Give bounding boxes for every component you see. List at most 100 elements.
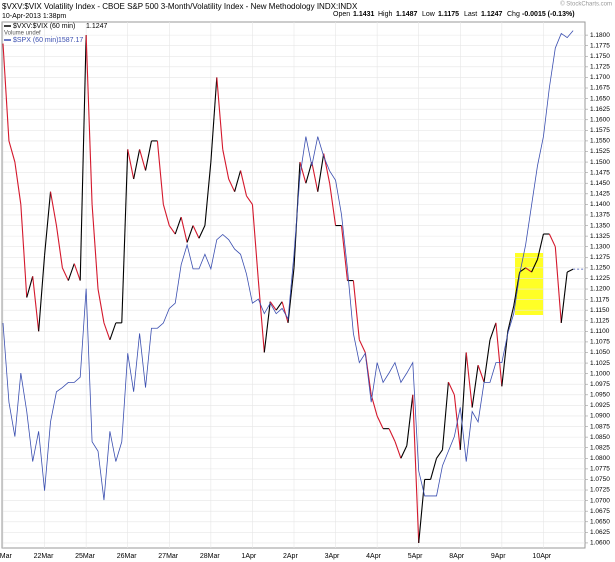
line-segment xyxy=(174,216,182,235)
y-tick-label: 1.1375 xyxy=(590,212,610,219)
line-segment xyxy=(20,204,28,298)
quote-value: 1.1431 xyxy=(353,11,375,18)
y-tick-label: 1.0825 xyxy=(590,444,610,451)
line-segment xyxy=(210,77,218,163)
y-tick-label: 1.1550 xyxy=(590,138,610,145)
line-segment xyxy=(501,331,509,387)
quote-label: High xyxy=(378,11,393,18)
line-segment xyxy=(376,415,384,429)
line-segment xyxy=(447,381,455,396)
y-tick-label: 1.1500 xyxy=(590,159,610,166)
line-segment xyxy=(251,204,259,281)
line-segment xyxy=(204,162,212,226)
y-tick-label: 1.1450 xyxy=(590,180,610,187)
line-segment xyxy=(489,322,497,340)
quote-value: 1.1175 xyxy=(438,11,459,18)
y-tick-label: 1.0725 xyxy=(590,487,610,494)
chart-title: $VXV:$VIX Volatility Index - CBOE S&P 50… xyxy=(2,2,358,11)
line-segment xyxy=(85,35,93,205)
y-tick-label: 1.1625 xyxy=(590,106,610,113)
line-segment xyxy=(73,263,81,281)
line-segment xyxy=(548,233,556,247)
x-tick-label: 5Apr xyxy=(408,553,423,560)
line-segment xyxy=(127,149,135,180)
line-segment xyxy=(26,276,34,298)
legend-label: $VXV:$VIX (60 min) xyxy=(13,23,75,30)
line-segment xyxy=(144,140,153,171)
y-tick-label: 1.0900 xyxy=(590,413,610,420)
line-segment xyxy=(139,149,147,171)
line-segment xyxy=(234,170,242,192)
y-tick-label: 1.0925 xyxy=(590,402,610,409)
quote-value: 1.1247 xyxy=(481,11,503,18)
y-tick-label: 1.1025 xyxy=(590,360,610,367)
line-segment xyxy=(495,322,503,387)
y-tick-label: 1.1700 xyxy=(590,74,610,81)
x-tick-label: 2Apr xyxy=(283,553,298,560)
y-tick-label: 1.1075 xyxy=(590,339,610,346)
y-tick-label: 1.1275 xyxy=(590,254,610,261)
line-segment xyxy=(222,149,230,180)
y-tick-label: 1.0600 xyxy=(590,540,610,547)
line-segment xyxy=(216,77,224,150)
y-tick-label: 1.1775 xyxy=(590,42,610,49)
y-tick-label: 1.0975 xyxy=(590,381,610,388)
line-segment xyxy=(2,43,10,141)
legend-value: 1.1247 xyxy=(86,23,108,30)
line-segment xyxy=(388,428,396,442)
x-tick-label: 4Apr xyxy=(366,553,381,560)
line-segment xyxy=(109,322,117,340)
y-tick-label: 1.1200 xyxy=(590,286,610,293)
y-tick-label: 1.0750 xyxy=(590,476,610,483)
y-tick-label: 1.0950 xyxy=(590,392,610,399)
marks xyxy=(2,30,585,543)
line-segment xyxy=(566,268,574,273)
line-segment xyxy=(8,140,16,163)
y-tick-label: 1.1325 xyxy=(590,233,610,240)
line-segment xyxy=(483,339,491,383)
line-segment xyxy=(121,149,129,323)
line-segment xyxy=(281,301,289,324)
y-tick-label: 1.0625 xyxy=(590,529,610,536)
y-tick-label: 1.1350 xyxy=(590,222,610,229)
y-tick-label: 1.1000 xyxy=(590,370,610,377)
chart-date: 10-Apr-2013 1:38pm xyxy=(2,13,66,20)
line-segment xyxy=(133,149,141,180)
line-segment xyxy=(436,449,443,459)
y-tick-label: 1.0850 xyxy=(590,434,610,441)
quote-label: Chg xyxy=(507,11,520,18)
y-tick-label: 1.1250 xyxy=(590,265,610,272)
line-segment xyxy=(305,161,313,184)
line-segment xyxy=(263,301,271,353)
line-segment xyxy=(477,365,485,383)
y-tick-label: 1.1575 xyxy=(590,127,610,134)
line-segment xyxy=(186,225,194,243)
x-tick-label: 3Apr xyxy=(325,553,340,560)
line-segment xyxy=(394,441,402,459)
line-segment xyxy=(192,225,200,239)
legend: $VXV:$VIX (60 min) 1.1247 Volume undef $… xyxy=(4,23,108,44)
y-tick-label: 1.1425 xyxy=(590,191,610,198)
quote-value: 1.1487 xyxy=(396,11,418,18)
line-segment xyxy=(299,161,307,184)
line-segment xyxy=(67,263,75,281)
y-tick-label: 1.1475 xyxy=(590,169,610,176)
line-segment xyxy=(465,352,473,408)
line-segment xyxy=(32,276,40,332)
line-segment xyxy=(358,339,366,353)
x-tick-label: 9Apr xyxy=(491,553,506,560)
line-segment xyxy=(275,301,283,311)
x-tick-label: 28Mar xyxy=(200,553,221,560)
legend-value: 1587.17 xyxy=(58,37,83,44)
line-segment xyxy=(329,183,337,226)
x-tick-label: 10Apr xyxy=(532,553,551,560)
quote-value: -0.0015 (-0.13%) xyxy=(522,11,575,18)
line-segment xyxy=(269,301,277,311)
line-segment xyxy=(459,352,467,450)
x-tick-label: 27Mar xyxy=(158,553,179,560)
line-segment xyxy=(430,458,438,480)
line-segment xyxy=(287,267,295,323)
line-segment xyxy=(370,394,378,417)
line-segment xyxy=(412,394,420,543)
line-segment xyxy=(198,225,206,239)
